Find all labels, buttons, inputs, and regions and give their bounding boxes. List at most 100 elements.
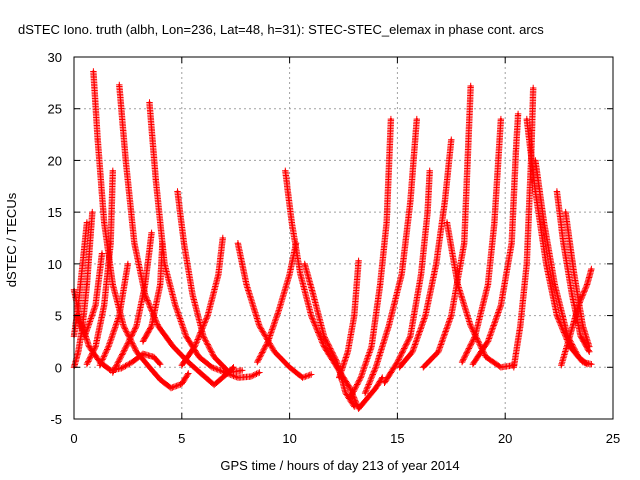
data-point	[366, 397, 369, 400]
x-tick-labels: 0 5 10 15 20 25	[70, 431, 620, 446]
data-point	[357, 259, 360, 262]
data-point	[542, 221, 546, 224]
series-arc20	[361, 115, 420, 397]
plot-frame	[73, 56, 614, 420]
data-point	[400, 273, 403, 276]
data-point	[202, 374, 205, 377]
data-point	[174, 304, 177, 307]
data-point	[357, 407, 360, 410]
x-tick-label: 20	[498, 431, 512, 446]
data-point	[348, 386, 352, 390]
data-point	[290, 221, 293, 224]
data-point	[555, 314, 559, 317]
series-arc17	[301, 260, 358, 410]
data-point	[514, 148, 518, 152]
data-point	[77, 304, 80, 307]
data-point	[579, 335, 582, 338]
data-point	[532, 86, 535, 90]
data-point	[92, 70, 95, 73]
data-point	[81, 262, 84, 266]
data-point	[387, 324, 390, 328]
data-point	[389, 117, 393, 121]
y-tick-labels: -5 0 5 10 15 20 25 30	[48, 50, 62, 427]
data-point	[499, 304, 503, 307]
data-point	[120, 367, 123, 370]
data-point	[469, 324, 472, 328]
data-points	[70, 68, 595, 412]
data-point	[212, 355, 216, 359]
data-point	[338, 376, 341, 379]
y-tick-label: 25	[48, 102, 62, 117]
data-point	[519, 324, 522, 328]
data-point	[85, 221, 89, 224]
x-tick-label: 5	[178, 431, 185, 446]
y-tick-label: 30	[48, 50, 62, 65]
series-arc6	[83, 167, 116, 368]
data-point	[187, 372, 190, 375]
data-point	[210, 366, 214, 369]
series-arc19	[346, 115, 395, 402]
data-point	[581, 324, 584, 328]
data-point	[484, 355, 487, 359]
data-point	[370, 345, 373, 348]
data-point	[510, 242, 513, 245]
data-point	[236, 376, 240, 379]
data-point	[133, 242, 136, 245]
y-tick-label: -5	[50, 412, 62, 427]
data-point	[424, 314, 427, 317]
data-point	[310, 314, 313, 317]
data-point	[555, 190, 559, 193]
data-point	[312, 293, 315, 297]
y-tick-label: 20	[48, 153, 62, 168]
data-point	[553, 283, 556, 286]
data-point	[87, 345, 91, 348]
x-tick-label: 15	[390, 431, 404, 446]
data-point	[180, 364, 183, 367]
series-arc30	[553, 188, 593, 355]
data-point	[460, 360, 464, 364]
data-point	[141, 352, 145, 355]
data-point	[273, 350, 276, 353]
series-arc18	[336, 257, 362, 381]
data-point	[241, 369, 244, 372]
data-point	[590, 363, 593, 366]
data-point	[428, 169, 431, 172]
series-arc21	[381, 167, 433, 386]
data-point	[135, 324, 138, 328]
data-point	[463, 242, 466, 245]
data-point	[169, 386, 173, 390]
series-arc26	[469, 110, 522, 368]
data-point	[111, 283, 115, 286]
data-point	[560, 364, 563, 367]
data-point	[396, 360, 399, 364]
data-point	[150, 324, 153, 328]
data-point	[191, 293, 194, 297]
data-point	[232, 366, 235, 369]
series-arc25	[458, 115, 505, 366]
data-point	[570, 293, 574, 297]
data-point	[176, 190, 179, 193]
data-point	[98, 364, 102, 367]
data-point	[525, 262, 528, 266]
data-point	[143, 283, 147, 286]
data-point	[163, 262, 166, 266]
data-point	[85, 363, 89, 366]
data-point	[588, 350, 591, 353]
data-point	[301, 376, 304, 379]
data-point	[471, 363, 475, 366]
data-point	[422, 366, 425, 369]
data-point	[245, 283, 248, 286]
data-point	[277, 309, 280, 312]
data-point	[212, 383, 216, 387]
data-point	[310, 373, 313, 376]
data-point	[135, 350, 138, 353]
data-point	[91, 210, 94, 214]
data-point	[374, 386, 377, 390]
data-point	[154, 179, 158, 183]
data-point	[172, 345, 175, 348]
data-point	[588, 345, 591, 348]
data-point	[381, 376, 384, 379]
data-point	[161, 242, 164, 245]
data-point	[103, 221, 106, 224]
data-point	[202, 335, 205, 338]
